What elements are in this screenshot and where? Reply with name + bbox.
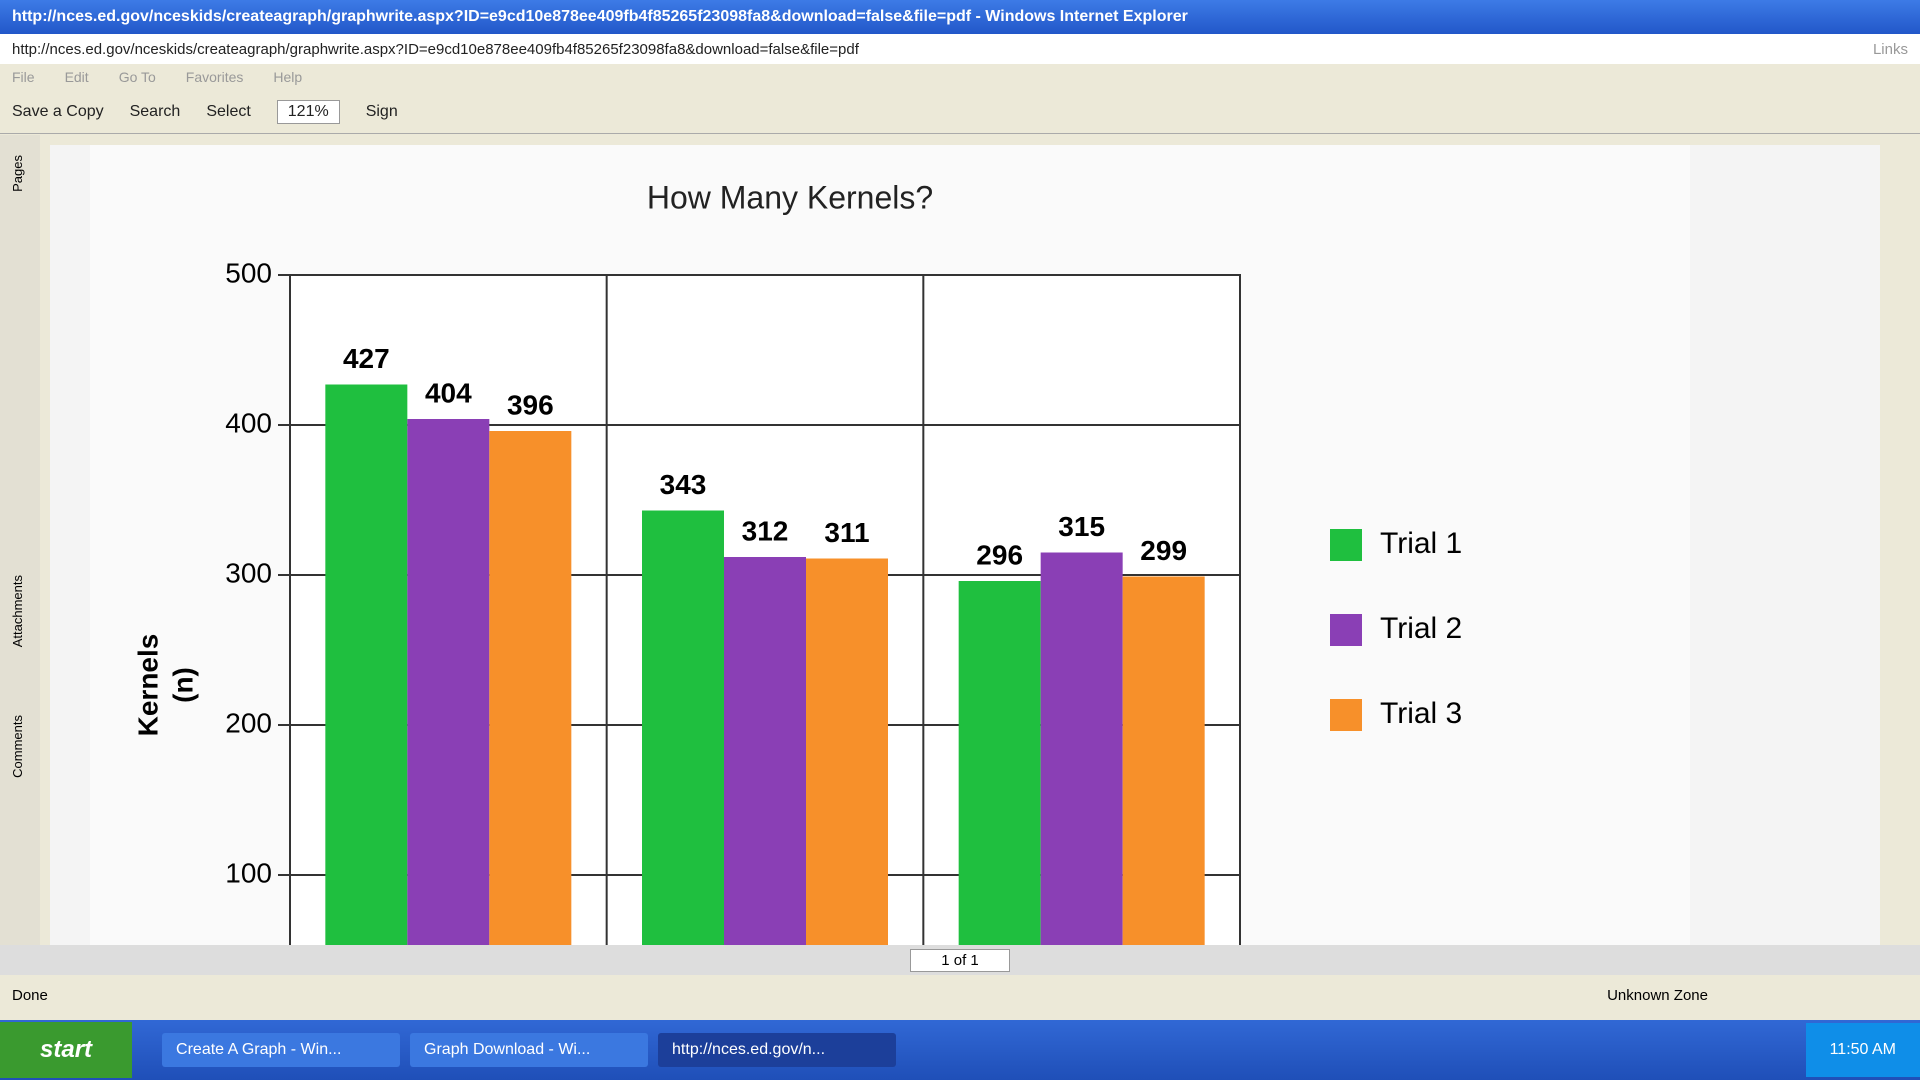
title-bar: http://nces.ed.gov/nceskids/createagraph… bbox=[0, 0, 1920, 34]
task-button[interactable]: Create A Graph - Win... bbox=[162, 1033, 401, 1067]
menu-item[interactable]: File bbox=[12, 69, 35, 85]
search-button[interactable]: Search bbox=[129, 102, 181, 120]
document-view: How Many Kernels? Kernels (n) 100 200 300 4… bbox=[50, 145, 1880, 945]
toolbar: Save a Copy Search Select 121% Sign bbox=[0, 90, 1920, 134]
address-bar[interactable]: http://nces.ed.gov/nceskids/createagraph… bbox=[0, 34, 1920, 64]
y-axis-label: (n) bbox=[167, 667, 198, 703]
bar bbox=[724, 557, 806, 945]
task-button[interactable]: Graph Download - Wi... bbox=[410, 1033, 649, 1067]
bar bbox=[407, 419, 490, 945]
taskbar: start Create A Graph - Win... Graph Down… bbox=[0, 1020, 1920, 1080]
pager-bar: 1 of 1 bbox=[0, 945, 1920, 975]
menu-item[interactable]: Go To bbox=[118, 69, 156, 85]
data-label: 343 bbox=[660, 469, 707, 500]
y-tick-label: 200 bbox=[225, 707, 272, 738]
y-tick-label: 400 bbox=[225, 407, 272, 438]
start-button[interactable]: start bbox=[0, 1022, 133, 1078]
side-panel: Pages Attachments Comments bbox=[0, 135, 40, 955]
chart-title: How Many Kernels? bbox=[647, 179, 933, 215]
data-label: 296 bbox=[976, 539, 1023, 570]
zoom-box[interactable]: 121% bbox=[276, 99, 340, 124]
data-label: 299 bbox=[1140, 535, 1187, 566]
chart: How Many Kernels? Kernels (n) 100 200 300 4… bbox=[90, 145, 1690, 945]
bar bbox=[642, 510, 724, 945]
sign-button[interactable]: Sign bbox=[365, 102, 398, 120]
bar bbox=[1122, 576, 1205, 945]
legend-label: Trial 2 bbox=[1380, 612, 1462, 645]
side-tab[interactable]: Attachments bbox=[10, 575, 25, 648]
status-text: Done bbox=[12, 986, 48, 1004]
data-label: 404 bbox=[425, 377, 472, 408]
select-button[interactable]: Select bbox=[206, 102, 251, 120]
window-title: http://nces.ed.gov/nceskids/createagraph… bbox=[12, 8, 1188, 25]
legend-swatch bbox=[1330, 529, 1362, 561]
bar bbox=[1040, 552, 1123, 945]
bar bbox=[325, 384, 408, 945]
clock: 11:50 AM bbox=[1805, 1023, 1920, 1077]
menu-item[interactable]: Help bbox=[273, 69, 303, 85]
menu-item[interactable]: Favorites bbox=[185, 69, 244, 85]
data-label: 427 bbox=[343, 343, 390, 374]
legend-label: Trial 3 bbox=[1380, 697, 1462, 730]
bar bbox=[489, 431, 572, 945]
legend-swatch bbox=[1330, 699, 1362, 731]
status-bar: Done Unknown Zone bbox=[0, 975, 1920, 1015]
page-indicator[interactable]: 1 of 1 bbox=[910, 948, 1010, 972]
y-tick-label: 100 bbox=[225, 857, 272, 888]
y-tick-label: 500 bbox=[225, 257, 272, 288]
zone: Unknown Zone bbox=[1607, 986, 1708, 1004]
y-tick-label: 300 bbox=[225, 557, 272, 588]
data-label: 312 bbox=[742, 515, 789, 546]
bar bbox=[958, 581, 1041, 945]
side-tab[interactable]: Comments bbox=[10, 715, 25, 778]
data-label: 396 bbox=[507, 389, 554, 420]
legend-swatch bbox=[1330, 614, 1362, 646]
task-button[interactable]: http://nces.ed.gov/n... bbox=[658, 1033, 897, 1067]
legend-label: Trial 1 bbox=[1380, 527, 1462, 560]
links[interactable]: Links bbox=[1872, 40, 1908, 58]
save-button[interactable]: Save a Copy bbox=[12, 102, 104, 120]
y-axis-label: Kernels bbox=[132, 634, 163, 737]
bar bbox=[806, 558, 888, 945]
data-label: 315 bbox=[1058, 511, 1105, 542]
data-label: 311 bbox=[824, 517, 869, 548]
menu-item[interactable]: Edit bbox=[64, 69, 89, 85]
address[interactable]: http://nces.ed.gov/nceskids/createagraph… bbox=[12, 40, 859, 58]
menu-bar: File Edit Go To Favorites Help bbox=[0, 64, 1920, 90]
side-tab[interactable]: Pages bbox=[10, 155, 25, 192]
